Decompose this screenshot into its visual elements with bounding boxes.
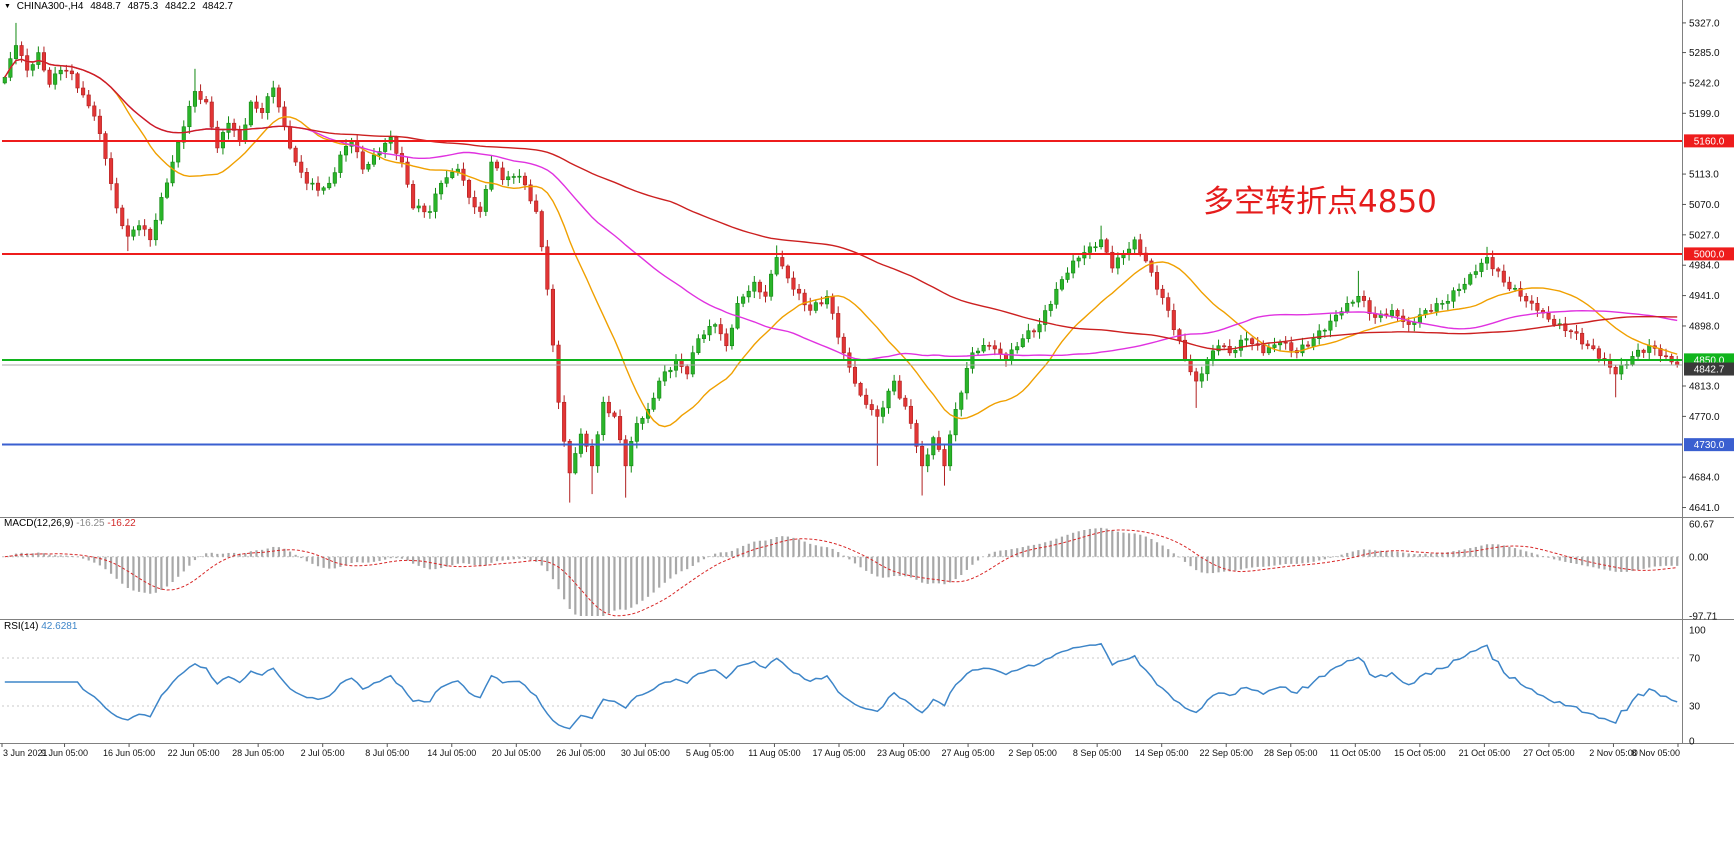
- price-tick-label: 5027.0: [1689, 230, 1720, 241]
- rsi-indicator-name: RSI(14): [4, 621, 39, 632]
- time-axis-label: 27 Aug 05:00: [942, 748, 995, 758]
- time-axis-label: 20 Jul 05:00: [492, 748, 541, 758]
- macd-indicator-name: MACD(12,26,9): [4, 518, 74, 529]
- time-axis-label: 14 Jul 05:00: [427, 748, 476, 758]
- time-axis-label: 22 Jun 05:00: [168, 748, 220, 758]
- rsi-pane-label: RSI(14) 42.6281: [4, 621, 77, 632]
- rsi-axis-label: 70: [1689, 654, 1701, 665]
- time-axis-label: 30 Jul 05:00: [621, 748, 670, 758]
- candlesticks: [2, 22, 1680, 503]
- ma-slow-line: [4, 58, 1678, 351]
- price-axis[interactable]: 5327.0 5285.0 5242.0 5199.0 5113.0 5070.0 5027…: [1682, 18, 1720, 514]
- time-axis-label: 26 Jul 05:00: [556, 748, 605, 758]
- price-tick-label: 4984.0: [1689, 261, 1720, 272]
- symbol-info-bar: ▼ CHINA300-,H4 4848.7 4875.3 4842.2 4842…: [4, 1, 237, 12]
- macd-axis-label: 60.67: [1689, 520, 1714, 531]
- price-tick-label: 4641.0: [1689, 503, 1720, 514]
- price-tick-label: 5285.0: [1689, 48, 1720, 59]
- chart-annotation-text: 多空转折点4850: [1203, 184, 1437, 220]
- svg-text:5160.0: 5160.0: [1694, 136, 1725, 147]
- ohlc-open: 4848.7: [90, 1, 121, 12]
- rsi-value: 42.6281: [41, 621, 78, 632]
- time-axis-label: 27 Oct 05:00: [1523, 748, 1575, 758]
- price-tick-label: 5327.0: [1689, 18, 1720, 29]
- macd-main-value: -16.25: [76, 518, 105, 529]
- time-axis-label: 2 Jul 05:00: [301, 748, 345, 758]
- svg-text:4730.0: 4730.0: [1694, 440, 1725, 451]
- time-axis-label: 28 Jun 05:00: [232, 748, 284, 758]
- macd-axis-label: 0.00: [1689, 552, 1709, 563]
- price-badge-5000.0: 5000.0: [1684, 247, 1734, 261]
- symbol-period-label: CHINA300-,H4: [16, 1, 84, 12]
- time-axis-label: 11 Oct 05:00: [1330, 748, 1381, 758]
- time-axis-label: 8 Sep 05:00: [1073, 748, 1122, 758]
- svg-text:5000.0: 5000.0: [1694, 249, 1725, 260]
- rsi-axis-label: 0: [1689, 737, 1695, 748]
- time-axis-label: 2 Sep 05:00: [1008, 748, 1057, 758]
- time-axis-label: 17 Aug 05:00: [812, 748, 865, 758]
- time-axis-label: 16 Jun 05:00: [103, 748, 155, 758]
- symbol-dropdown-icon[interactable]: ▼: [4, 3, 11, 10]
- time-axis-label: 8 Jul 05:00: [365, 748, 409, 758]
- macd-histogram: [9, 527, 1679, 616]
- price-tick-label: 4813.0: [1689, 382, 1720, 393]
- rsi-axis-label: 30: [1689, 702, 1701, 713]
- time-axis-label: 5 Aug 05:00: [686, 748, 734, 758]
- svg-text:4850.0: 4850.0: [1694, 355, 1725, 366]
- price-tick-label: 4898.0: [1689, 321, 1720, 332]
- time-axis-label: 11 Aug 05:00: [748, 748, 800, 758]
- price-tick-label: 4684.0: [1689, 473, 1720, 484]
- price-badge-4730.0: 4730.0: [1684, 438, 1734, 452]
- time-axis-label: 9 Jun 05:00: [41, 748, 88, 758]
- time-axis-label: 8 Nov 05:00: [1631, 748, 1680, 758]
- time-axis-label: 22 Sep 05:00: [1199, 748, 1253, 758]
- time-axis-label: 28 Sep 05:00: [1264, 748, 1318, 758]
- macd-axis-label: -97.71: [1689, 612, 1718, 623]
- rsi-axis-label: 100: [1689, 626, 1706, 637]
- time-axis-label: 3 Jun 2021: [3, 748, 48, 758]
- ohlc-high: 4875.3: [127, 1, 159, 12]
- rsi-line: [4, 642, 1678, 730]
- time-axis-label: 14 Sep 05:00: [1135, 748, 1189, 758]
- ohlc-low: 4842.2: [164, 1, 196, 12]
- price-tick-label: 4941.0: [1689, 291, 1720, 302]
- price-tick-label: 4770.0: [1689, 412, 1720, 423]
- macd-pane-label: MACD(12,26,9) -16.25 -16.22: [4, 518, 136, 529]
- time-axis-label: 23 Aug 05:00: [877, 748, 930, 758]
- time-axis-label: 15 Oct 05:00: [1394, 748, 1446, 758]
- macd-signal-value: -16.22: [107, 518, 136, 529]
- price-tick-label: 5199.0: [1689, 109, 1720, 120]
- price-tick-label: 5070.0: [1689, 200, 1720, 211]
- macd-signal-line: [4, 529, 1678, 617]
- svg-text:4842.7: 4842.7: [1694, 365, 1725, 376]
- price-tick-label: 5242.0: [1689, 78, 1720, 89]
- bid-price-badge: 4842.7: [1684, 362, 1734, 376]
- ma-fast-line: [4, 58, 1678, 428]
- price-tick-label: 5113.0: [1689, 170, 1719, 181]
- price-badge-5160.0: 5160.0: [1684, 134, 1734, 148]
- time-axis-label: 2 Nov 05:00: [1589, 748, 1638, 758]
- time-axis-label: 21 Oct 05:00: [1459, 748, 1511, 758]
- ohlc-close: 4842.7: [202, 1, 233, 12]
